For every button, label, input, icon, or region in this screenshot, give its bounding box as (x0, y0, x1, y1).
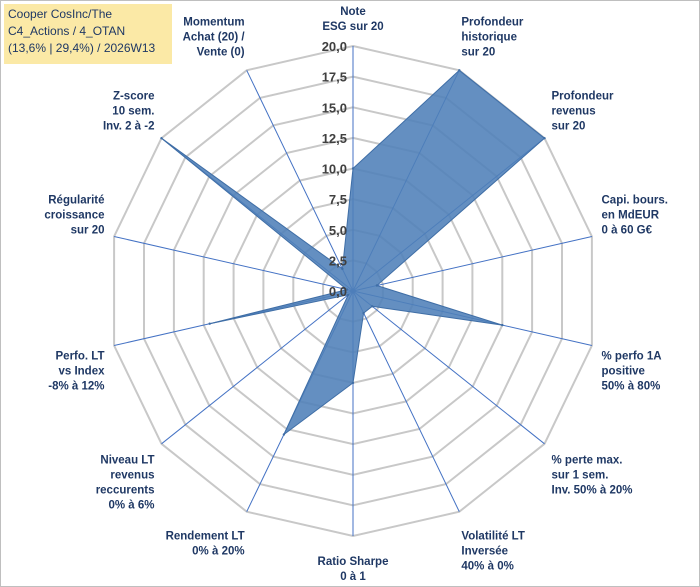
axis-label-line: Vente (0) (197, 47, 245, 59)
axis-spoke (246, 70, 354, 292)
tick-label: 15,0 (322, 100, 347, 115)
axis-label-line: croissance (44, 209, 104, 221)
axis-label-line: Z-score (113, 91, 155, 103)
axis-label-line: revenus (110, 470, 154, 482)
axis-label-line: Ratio Sharpe (318, 556, 389, 568)
data-point (362, 311, 365, 315)
axis-label-line: Régularité (48, 194, 104, 206)
axis-label-line: 0% à 6% (108, 500, 154, 512)
axis-label-line: Niveau LT (100, 455, 154, 467)
axis-label-line: Profondeur (461, 17, 523, 29)
axis-label: Régularité croissance sur 20 (44, 194, 104, 236)
axis-label-line: Volatilité LT (461, 530, 524, 542)
data-point (501, 323, 504, 327)
axis-label-line: Rendement LT (166, 530, 245, 542)
tick-label: 17,5 (322, 70, 347, 85)
title-line: (13,6% | 29,4%) / 2026W13 (8, 41, 156, 55)
axis-label-line: revenus (552, 106, 596, 118)
data-point (341, 267, 344, 271)
axis-label-line: sur 20 (461, 47, 495, 59)
axis-label-line: 0 à 1 (340, 571, 366, 583)
axis-spoke (352, 236, 593, 292)
axis-label-line: vs Index (58, 366, 105, 378)
data-point (282, 433, 286, 436)
axis-label-line: Inversée (461, 545, 508, 557)
axis-label: Capi. bours. en MdEUR 0 à 60 G€ (602, 194, 668, 236)
axis-label-line: % perte max. (552, 455, 623, 467)
axis-label-line: Perfo. LT (56, 351, 105, 363)
axis-label-line: sur 1 sem. (552, 470, 609, 482)
axis-spoke (352, 290, 545, 445)
axis-label-line: Achat (20) / (183, 32, 246, 44)
axis-label-line: ESG sur 20 (322, 21, 383, 33)
axis-label: Perfo. LT vs Index -8% à 12% (48, 351, 105, 393)
data-point (351, 381, 355, 385)
data-point (458, 69, 461, 72)
title-line: C4_Actions / 4_OTAN (8, 24, 126, 38)
axis-label: % perte max. sur 1 sem. Inv. 50% à 20% (552, 455, 633, 497)
tick-label: 7,5 (329, 192, 347, 207)
axis-label: Z-score 10 sem. Inv. 2 à -2 (103, 91, 155, 133)
data-point (371, 305, 374, 308)
axis-label-line: % perfo 1A (602, 351, 662, 363)
title-line: Cooper CosInc/The (8, 7, 113, 21)
tick-label: 0,0 (329, 284, 347, 299)
data-point (375, 284, 379, 287)
tick-label: 20,0 (322, 39, 347, 54)
axis-label: % perfo 1A positive 50% à 80% (602, 351, 662, 393)
data-point (347, 293, 350, 296)
axis-label: Note ESG sur 20 (322, 6, 383, 33)
axis-label: Niveau LT revenus reccurents 0% à 6% (96, 455, 155, 512)
axis-label: Profondeur historique sur 20 (461, 17, 523, 59)
axis-spoke (161, 290, 354, 445)
axis-label-line: 40% à 0% (461, 560, 513, 572)
axis-label-line: 0% à 20% (192, 545, 244, 557)
axis-label: Profondeur revenus sur 20 (552, 91, 614, 133)
axis-spoke (113, 236, 354, 292)
axis-label-line: positive (602, 366, 645, 378)
chart-title-box: Cooper CosInc/The C4_Actions / 4_OTAN (1… (4, 4, 172, 64)
axis-label-line: -8% à 12% (48, 381, 104, 393)
tick-label: 10,0 (322, 162, 347, 177)
tick-label: 12,5 (322, 131, 347, 146)
axis-spoke (352, 290, 460, 512)
axis-label-line: Profondeur (552, 91, 614, 103)
axis-label-line: Note (340, 6, 366, 18)
axis-label-line: historique (461, 32, 517, 44)
data-point (351, 167, 355, 170)
axis-label-line: en MdEUR (602, 209, 660, 221)
tick-label: 5,0 (329, 223, 347, 238)
axis-label: Momentum Achat (20) / Vente (0) (183, 17, 246, 59)
data-point (345, 288, 349, 291)
axis-label-line: Inv. 2 à -2 (103, 121, 155, 133)
axis-label-line: sur 20 (71, 224, 105, 236)
axis-label-line: Momentum (183, 17, 244, 29)
axis-label-line: reccurents (96, 485, 155, 497)
axis-label-line: 0 à 60 G€ (602, 224, 653, 236)
axis-label: Ratio Sharpe 0 à 1 (318, 556, 389, 583)
axis-label-line: Inv. 50% à 20% (552, 485, 633, 497)
axis-label: Volatilité LT Inversée 40% à 0% (461, 530, 524, 572)
data-point (208, 322, 211, 325)
tick-label: 2,5 (329, 253, 347, 268)
axis-label-line: sur 20 (552, 121, 586, 133)
axis-label-line: 10 sem. (112, 106, 154, 118)
data-point (160, 137, 163, 140)
axis-label-line: Capi. bours. (602, 194, 668, 206)
axis-label-line: 50% à 80% (602, 381, 661, 393)
axis-label: Rendement LT 0% à 20% (166, 530, 245, 557)
data-point (543, 137, 546, 140)
